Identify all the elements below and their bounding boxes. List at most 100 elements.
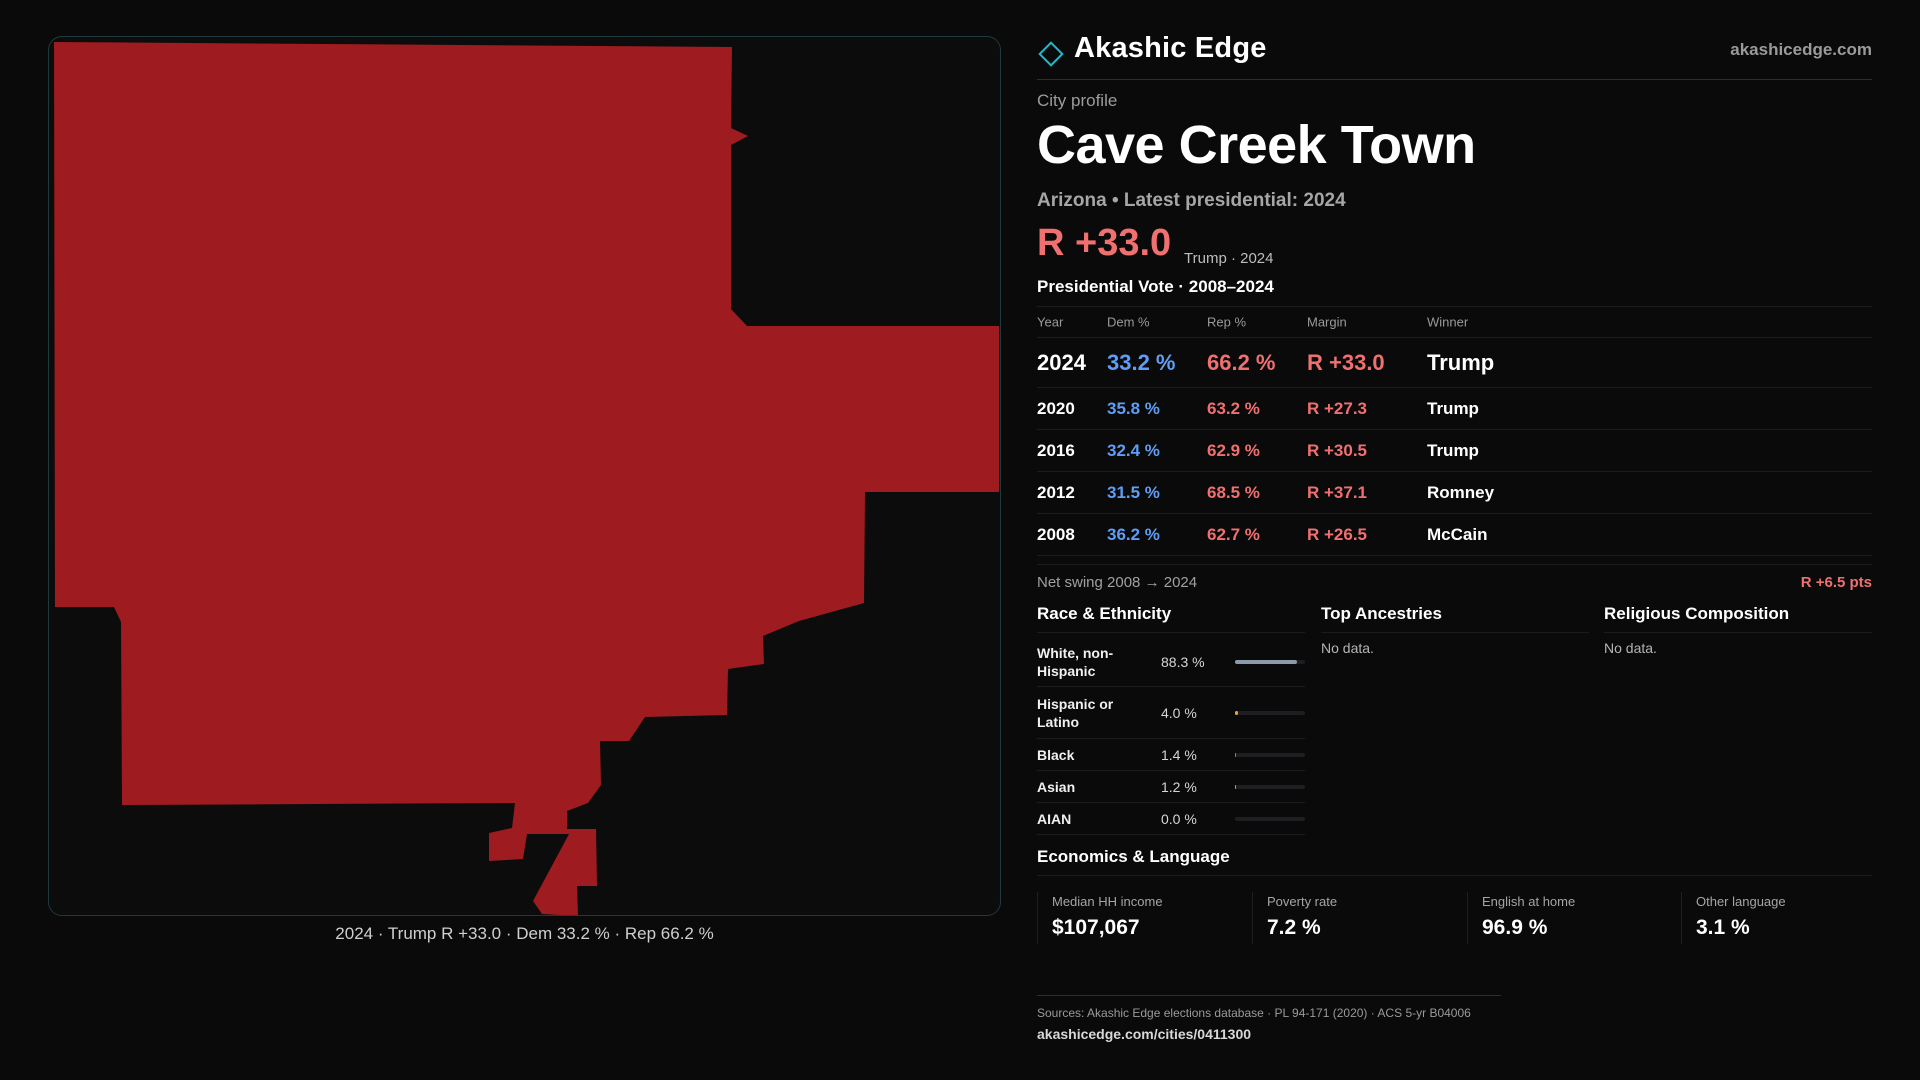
race-bar-fill xyxy=(1235,710,1238,715)
row-winner: Trump xyxy=(1427,349,1495,375)
ancestries-empty: No data. xyxy=(1321,640,1374,656)
map-panel xyxy=(48,36,1001,916)
profile-column: Akashic Edge akashicedge.com City profil… xyxy=(1037,0,1872,1080)
race-bar-track xyxy=(1235,816,1305,821)
table-row: 2016 32.4 % 62.9 % R +30.5 Trump xyxy=(1037,430,1872,472)
econ-value: $107,067 xyxy=(1052,916,1140,939)
row-rep: 62.9 % xyxy=(1207,440,1260,460)
sources-divider xyxy=(1037,995,1501,996)
race-label: Hispanic or Latino xyxy=(1037,695,1114,730)
row-winner: Trump xyxy=(1427,440,1479,460)
econ-label: Median HH income xyxy=(1052,894,1163,909)
header-rep: Rep % xyxy=(1207,314,1247,330)
race-value: 0.0 % xyxy=(1161,810,1197,827)
race-bar-fill xyxy=(1235,752,1236,757)
brand-url-link[interactable]: akashicedge.com xyxy=(1730,40,1872,59)
economics-section-title: Economics & Language xyxy=(1037,847,1230,866)
net-swing-value: R +6.5 pts xyxy=(1800,574,1872,591)
race-bar-fill xyxy=(1235,784,1236,789)
race-label: White, non-Hispanic xyxy=(1037,644,1114,679)
row-winner: McCain xyxy=(1427,524,1488,544)
vote-table: Year Dem % Rep % Margin Winner 2024 33.2… xyxy=(1037,306,1872,556)
table-row: 2012 31.5 % 68.5 % R +37.1 Romney xyxy=(1037,472,1872,514)
header-year: Year xyxy=(1037,314,1064,330)
row-margin: R +30.5 xyxy=(1307,440,1368,460)
econ-label: English at home xyxy=(1482,894,1576,909)
row-year: 2024 xyxy=(1037,349,1086,375)
map-caption: 2024 · Trump R +33.0 · Dem 33.2 % · Rep … xyxy=(335,924,714,943)
race-value: 1.2 % xyxy=(1161,778,1197,795)
race-bar-track xyxy=(1235,784,1305,789)
race-label: AIAN xyxy=(1037,810,1072,827)
econ-label: Poverty rate xyxy=(1267,894,1338,909)
vote-section-title: Presidential Vote · 2008–2024 xyxy=(1037,277,1274,296)
row-dem: 33.2 % xyxy=(1107,349,1176,375)
table-row: 2024 33.2 % 66.2 % R +33.0 Trump xyxy=(1037,338,1872,388)
economics-stat: English at home 96.9 % xyxy=(1467,892,1682,944)
page-title: Cave Creek Town xyxy=(1037,115,1476,175)
diamond-outline-icon xyxy=(1038,41,1064,67)
table-row: 2020 35.8 % 63.2 % R +27.3 Trump xyxy=(1037,388,1872,430)
row-year: 2016 xyxy=(1037,440,1075,460)
race-bar-fill xyxy=(1235,659,1297,664)
race-label: Asian xyxy=(1037,778,1076,795)
religion-empty: No data. xyxy=(1604,640,1657,656)
race-value: 1.4 % xyxy=(1161,746,1197,763)
row-rep: 68.5 % xyxy=(1207,482,1260,502)
net-swing-label: Net swing 2008 → 2024 xyxy=(1037,574,1198,591)
sources-text: Sources: Akashic Edge elections database… xyxy=(1037,1006,1471,1020)
race-bar-track xyxy=(1235,659,1305,664)
race-value: 88.3 % xyxy=(1161,653,1205,670)
race-label: Black xyxy=(1037,746,1075,763)
row-rep: 62.7 % xyxy=(1207,524,1260,544)
header-margin: Margin xyxy=(1307,314,1347,330)
row-dem: 31.5 % xyxy=(1107,482,1160,502)
city-boundary-map xyxy=(54,42,999,916)
brand-header: Akashic Edge akashicedge.com xyxy=(1037,30,1872,80)
econ-value: 3.1 % xyxy=(1696,916,1750,939)
econ-value: 96.9 % xyxy=(1482,916,1548,939)
religion-divider xyxy=(1604,632,1872,633)
row-year: 2008 xyxy=(1037,524,1075,544)
net-swing-row: Net swing 2008 → 2024 R +6.5 pts xyxy=(1037,564,1872,600)
header-dem: Dem % xyxy=(1107,314,1150,330)
economics-stat: Other language 3.1 % xyxy=(1681,892,1872,944)
row-rep: 66.2 % xyxy=(1207,349,1276,375)
row-rep: 63.2 % xyxy=(1207,398,1260,418)
row-dem: 32.4 % xyxy=(1107,440,1160,460)
ancestries-divider xyxy=(1321,632,1589,633)
religion-section-title: Religious Composition xyxy=(1604,604,1790,623)
ancestries-section-title: Top Ancestries xyxy=(1321,604,1442,623)
row-winner: Trump xyxy=(1427,398,1479,418)
economics-divider xyxy=(1037,875,1872,876)
economics-stat: Median HH income $107,067 xyxy=(1037,892,1252,944)
city-boundary-shape[interactable] xyxy=(54,42,999,916)
econ-label: Other language xyxy=(1696,894,1786,909)
page-eyebrow: City profile xyxy=(1037,91,1118,110)
row-year: 2012 xyxy=(1037,482,1075,502)
race-divider xyxy=(1037,632,1305,633)
page-subtitle: Arizona • Latest presidential: 2024 xyxy=(1037,190,1346,211)
row-dem: 35.8 % xyxy=(1107,398,1160,418)
list-item: White, non-Hispanic 88.3 % xyxy=(1037,637,1305,687)
list-item: Hispanic or Latino 4.0 % xyxy=(1037,687,1305,739)
race-bar-track xyxy=(1235,752,1305,757)
headline-note: Trump · 2024 xyxy=(1184,250,1274,267)
row-margin: R +26.5 xyxy=(1307,524,1368,544)
list-item: Black 1.4 % xyxy=(1037,739,1305,771)
race-section-title: Race & Ethnicity xyxy=(1037,604,1172,623)
row-dem: 36.2 % xyxy=(1107,524,1160,544)
econ-value: 7.2 % xyxy=(1267,916,1321,939)
header-winner: Winner xyxy=(1427,314,1469,330)
headline-margin: R +33.0 xyxy=(1037,222,1172,264)
row-year: 2020 xyxy=(1037,398,1075,418)
race-value: 4.0 % xyxy=(1161,704,1197,721)
brand-name: Akashic Edge xyxy=(1074,32,1267,64)
row-margin: R +37.1 xyxy=(1307,482,1368,502)
vote-table-header: Year Dem % Rep % Margin Winner xyxy=(1037,306,1872,338)
table-row: 2008 36.2 % 62.7 % R +26.5 McCain xyxy=(1037,514,1872,556)
source-url-link[interactable]: akashicedge.com/cities/0411300 xyxy=(1037,1026,1252,1042)
list-item: AIAN 0.0 % xyxy=(1037,803,1305,835)
row-margin: R +27.3 xyxy=(1307,398,1368,418)
race-bar-track xyxy=(1235,710,1305,715)
